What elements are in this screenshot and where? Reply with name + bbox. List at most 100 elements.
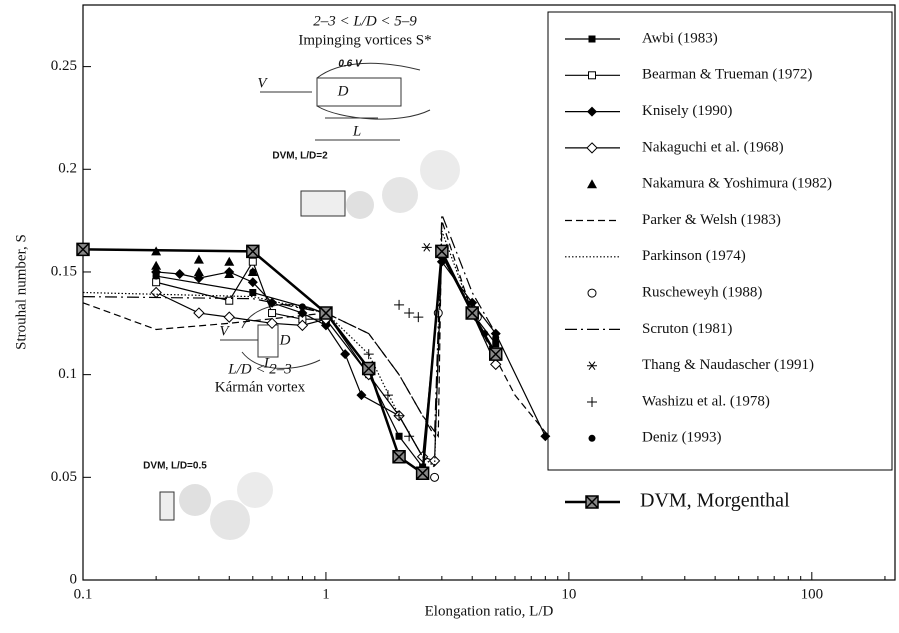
x-tick-label: 0.1 [74, 586, 93, 602]
data-point [246, 244, 260, 259]
legend-label: DVM, Morgenthal [640, 490, 790, 512]
x-tick-label: 10 [561, 586, 576, 602]
data-point [415, 466, 430, 480]
data-point [224, 269, 235, 279]
marker [587, 179, 597, 189]
marker [587, 397, 597, 407]
legend-item: Thang & Naudascher (1991) [587, 357, 814, 373]
legend-item: Nakamura & Yoshimura (1982) [587, 176, 832, 192]
annotation: 0.6 V [338, 59, 363, 70]
y-tick-label: 0.15 [51, 263, 77, 279]
marker [588, 71, 596, 80]
annotation: DVM, L/D=0.5 [143, 461, 207, 472]
legend-item: Ruscheweyh (1988) [587, 285, 762, 301]
data-point [540, 431, 551, 442]
data-point [394, 299, 405, 310]
legend-item: Awbi (1983) [565, 30, 718, 46]
data-point [392, 450, 406, 464]
y-axis-label: Strouhal number, S [13, 234, 29, 350]
data-point [151, 260, 162, 270]
data-point [382, 390, 393, 401]
data-point [223, 311, 235, 323]
annotation: 2–3 < L/D < 5–9 [313, 13, 417, 29]
series-line [156, 260, 546, 459]
data-point [394, 410, 405, 421]
data-point [395, 432, 403, 440]
data-point [247, 277, 258, 288]
data-point [268, 299, 276, 307]
legend-box [547, 11, 893, 471]
annotation: V [219, 323, 230, 339]
marker [585, 495, 599, 509]
data-point [404, 308, 415, 319]
data-point [224, 256, 235, 266]
y-tick-label: 0 [70, 571, 78, 587]
annotation: L [352, 123, 361, 139]
annotation: V [257, 75, 268, 91]
data-point [319, 306, 333, 320]
x-tick-label: 1 [322, 586, 330, 602]
data-point [356, 390, 367, 401]
series-line [82, 220, 546, 438]
legend-label: Awbi (1983) [642, 30, 718, 46]
data-point [430, 472, 440, 482]
data-point [248, 257, 257, 266]
legend-label: Bearman & Trueman (1972) [642, 67, 812, 83]
flow-sketch [159, 62, 431, 521]
data-point [174, 269, 185, 280]
data-point [363, 349, 374, 360]
data-point [490, 358, 502, 371]
data-point [249, 289, 257, 296]
annotation: D [279, 332, 291, 348]
data-point [152, 278, 161, 287]
marker [587, 106, 597, 117]
y-tick-label: 0.2 [58, 161, 77, 177]
y-tick-label: 0.1 [58, 366, 77, 382]
data-point [76, 242, 90, 257]
legend-item: Deniz (1993) [588, 430, 722, 446]
x-axis-label: Elongation ratio, L/D [425, 603, 554, 619]
legend-label: Nakamura & Yoshimura (1982) [642, 176, 832, 192]
legend-item: Nakaguchi et al. (1968) [565, 139, 784, 155]
series-line [156, 253, 497, 469]
data-point [249, 268, 257, 276]
y-tick-label: 0.05 [51, 469, 77, 485]
legend-label: Washizu et al. (1978) [642, 393, 770, 409]
data-point [361, 361, 376, 376]
data-point [150, 286, 162, 299]
legend-item: Scruton (1981) [565, 321, 732, 337]
legend-item: DVM, Morgenthal [565, 490, 790, 512]
data-point [268, 309, 277, 318]
marker [588, 35, 596, 43]
data-point [193, 307, 205, 319]
legend-item: Parker & Welsh (1983) [565, 212, 781, 228]
legend-item: Washizu et al. (1978) [587, 393, 770, 409]
annotation: Kármán vortex [215, 379, 306, 395]
data-point [404, 431, 415, 442]
series-line [82, 214, 497, 439]
legend-label: Scruton (1981) [642, 321, 732, 337]
data-point [298, 303, 306, 311]
data-point [492, 334, 500, 342]
data-point [193, 266, 204, 276]
marker [587, 288, 597, 298]
data-point [421, 243, 432, 252]
legend-item: Knisely (1990) [565, 103, 732, 119]
legend-label: Knisely (1990) [642, 103, 732, 119]
data-point [266, 317, 278, 330]
legend-label: Ruscheweyh (1988) [642, 285, 762, 301]
legend-label: Parker & Welsh (1983) [642, 212, 781, 228]
legend-item: Parkinson (1974) [565, 248, 746, 264]
annotation: L [263, 355, 272, 371]
marker [588, 434, 596, 442]
data-point [225, 296, 234, 305]
data-point [435, 244, 449, 259]
data-point [193, 254, 204, 264]
x-tick-label: 100 [801, 586, 824, 602]
annotation: Impinging vortices S* [298, 32, 431, 48]
particle-cloud [179, 150, 460, 540]
legend-label: Parkinson (1974) [642, 248, 746, 264]
data-point [492, 340, 500, 348]
legend-label: Nakaguchi et al. (1968) [642, 139, 784, 155]
annotation: L/D < 2–3 [227, 361, 291, 377]
